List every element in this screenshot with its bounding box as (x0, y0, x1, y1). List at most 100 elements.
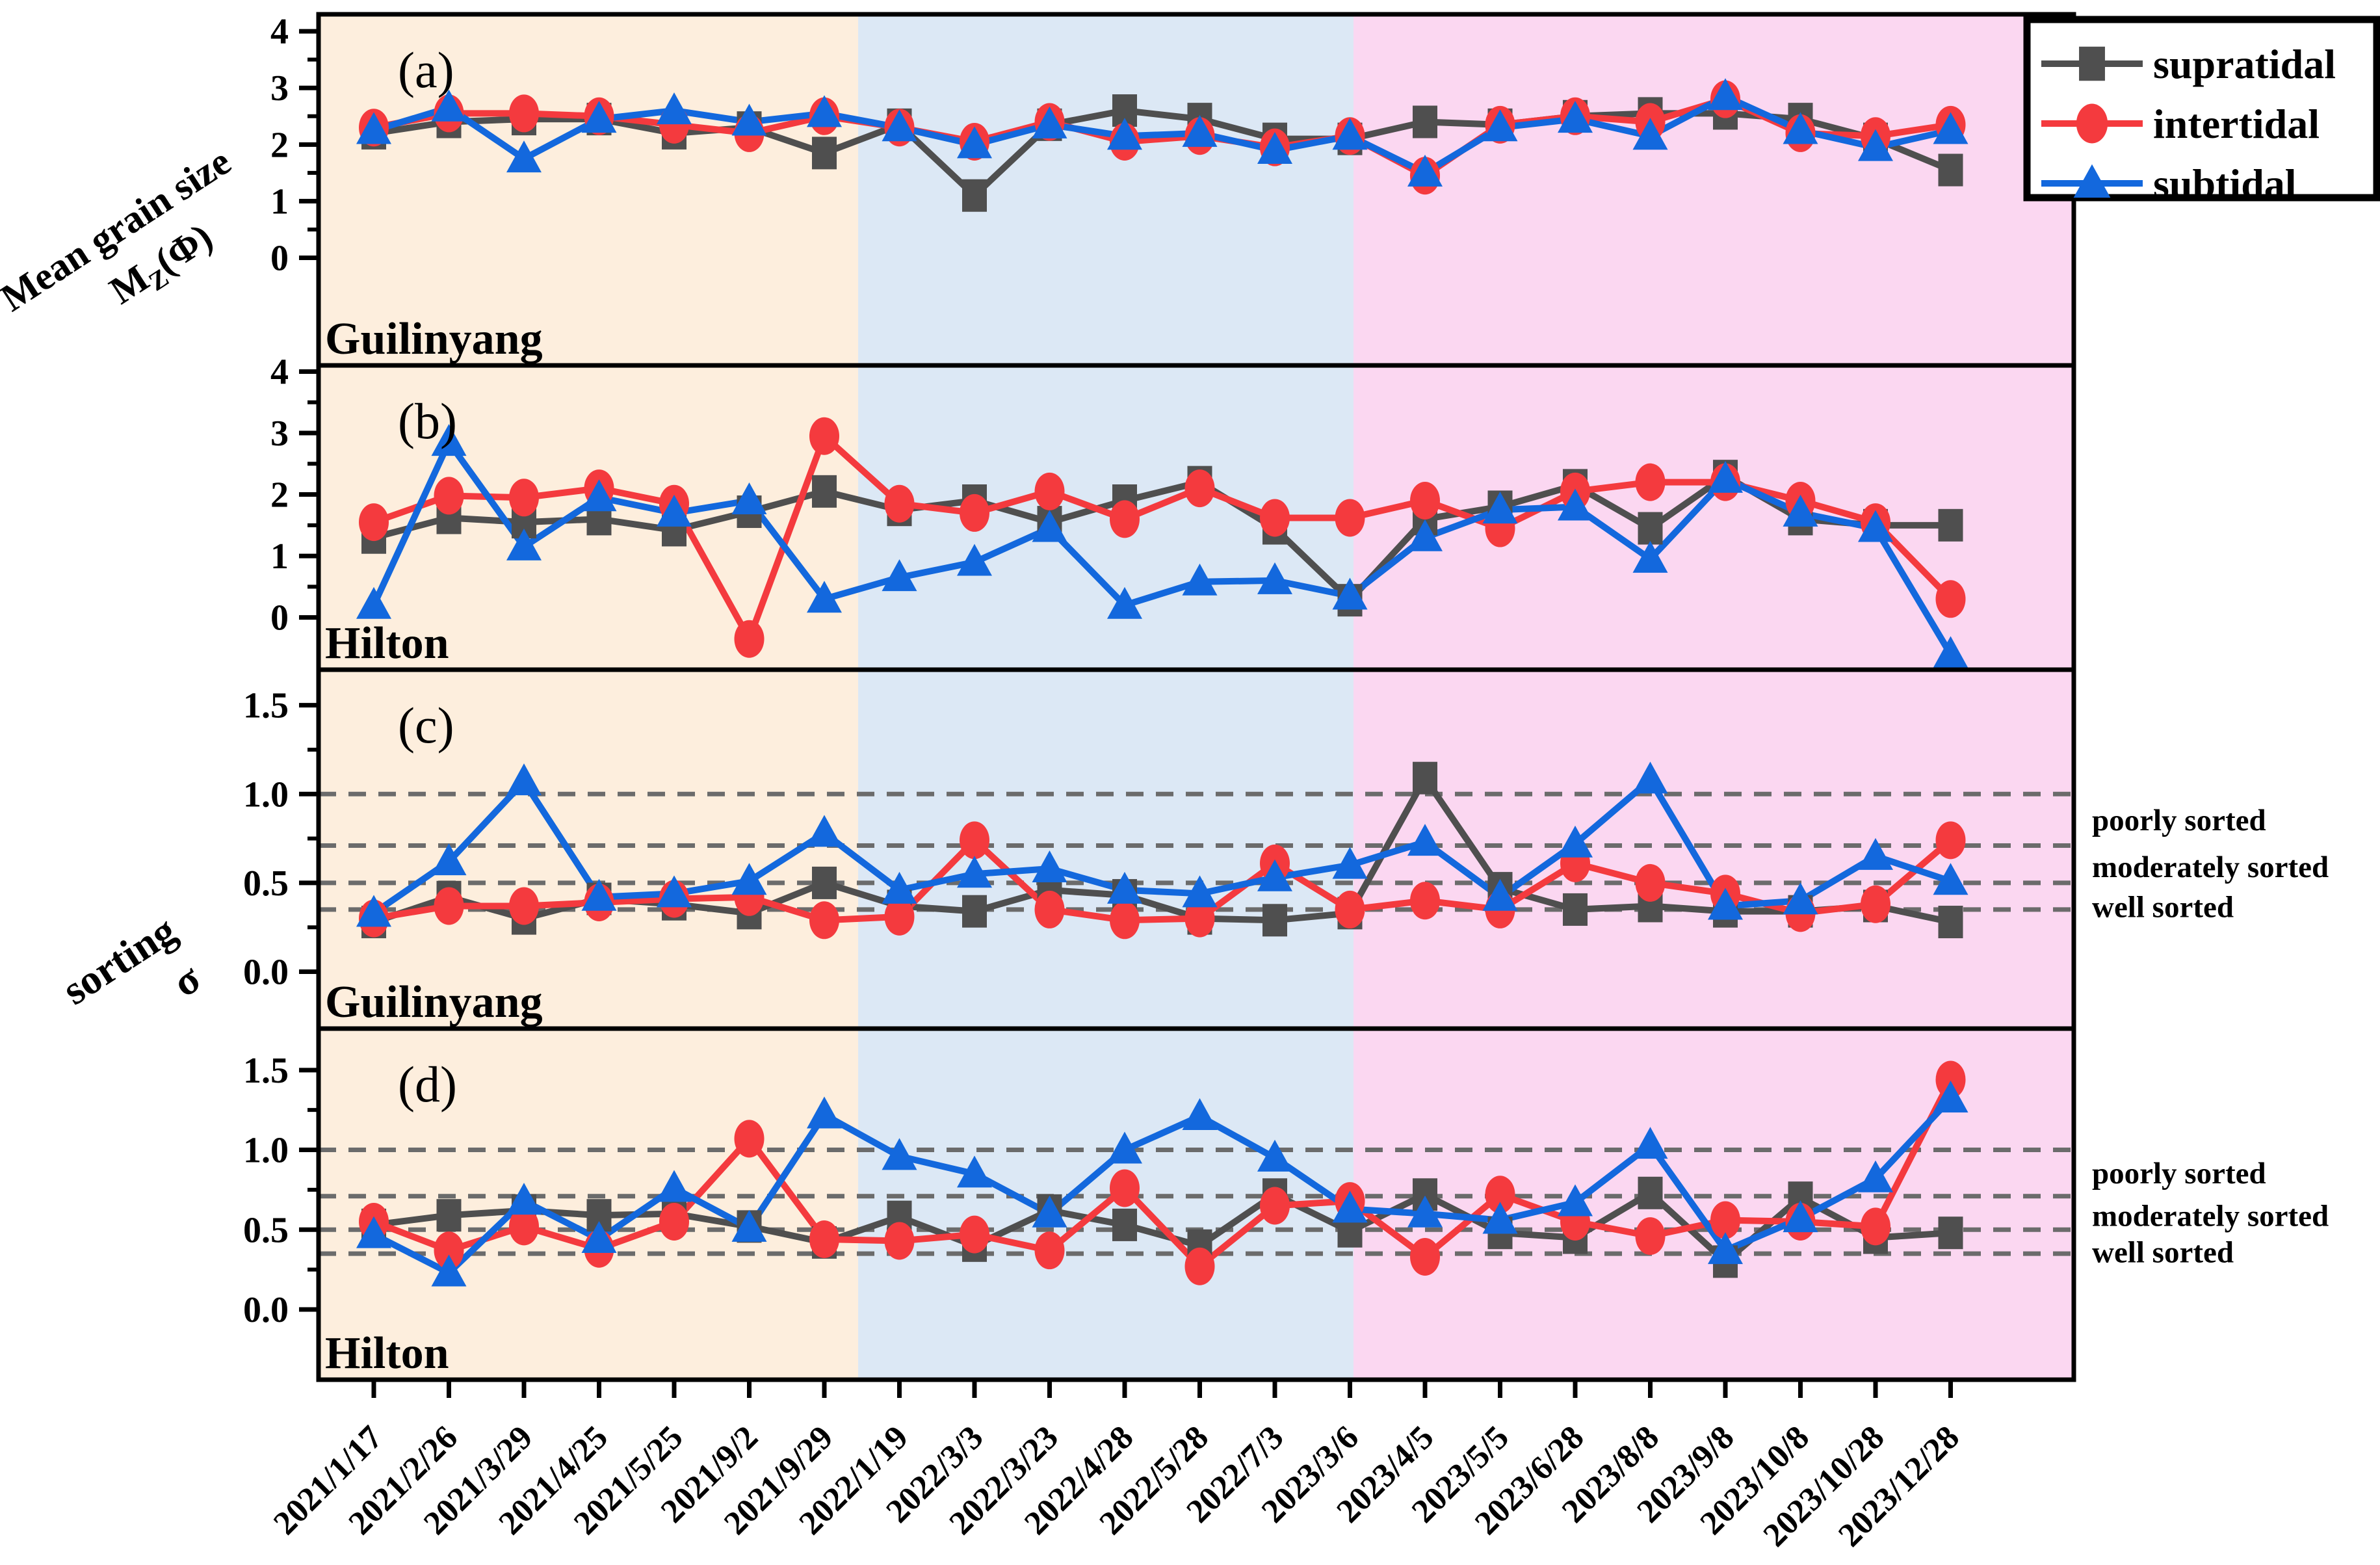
triangle-icon (1933, 1081, 1968, 1112)
circle-icon (1485, 1176, 1515, 1214)
circle-icon (960, 1215, 989, 1254)
triangle-icon (1708, 460, 1743, 493)
triangle-icon (1632, 540, 1668, 573)
zone-2023 (1353, 1029, 2074, 1380)
triangle-icon (807, 815, 842, 847)
triangle-icon (1783, 1200, 1818, 1233)
circle-icon (1184, 899, 1215, 938)
site-label: Hilton (325, 618, 449, 668)
circle-icon (1635, 1217, 1666, 1256)
panel-c: 0.0 0.5 1.0 1.5 (c) Guilinyang poorly sorted mo… (243, 667, 2329, 1031)
triangle-icon (506, 140, 542, 173)
series-markers-subtidal (356, 761, 1968, 927)
circle-icon (509, 479, 539, 517)
triangle-icon (882, 871, 917, 904)
triangle-icon (1182, 563, 1218, 596)
series-line-subtidal (372, 1096, 1954, 1276)
circle-icon (809, 417, 839, 455)
legend-item-intertidal: intertidal (2041, 101, 2320, 147)
triangle-icon (1783, 882, 1818, 915)
series-markers-subtidal (356, 1081, 1968, 1287)
circle-icon (509, 94, 539, 133)
circle-icon (1410, 882, 1440, 920)
square-icon (1413, 761, 1437, 795)
y-tick-label: 0.5 (243, 863, 289, 904)
triangle-icon (1107, 1131, 1142, 1164)
triangle-icon (657, 494, 692, 527)
circle-icon (1184, 1247, 1215, 1285)
y-tick-label: 1.0 (243, 1131, 289, 1171)
panel-letter: (c) (398, 697, 454, 754)
legend-item-subtidal: subtidal (2041, 161, 2297, 207)
triangle-icon (1933, 636, 1968, 668)
circle-icon (1260, 499, 1290, 537)
square-icon (962, 179, 987, 212)
square-icon (1938, 508, 1963, 542)
sorting-class-label: moderately sorted (2092, 850, 2329, 884)
triangle-icon (431, 1254, 467, 1287)
triangle-icon (1407, 824, 1443, 856)
circle-icon (509, 1207, 539, 1246)
series-markers-subtidal (356, 78, 1968, 187)
triangle-icon (1708, 1232, 1743, 1265)
triangle-icon (731, 863, 767, 895)
triangle-icon (807, 581, 842, 613)
triangle-icon (957, 126, 992, 159)
x-axis: 2021/1/172021/2/262021/3/292021/4/252021… (267, 1380, 1967, 1554)
y-tick-label: 3 (270, 68, 289, 109)
square-icon (1262, 904, 1287, 937)
triangle-icon (1858, 1160, 1893, 1192)
square-icon (1638, 1176, 1663, 1209)
y-tick-label: 0.0 (243, 953, 289, 993)
panel-d: 0.0 0.5 1.0 1.5 (d) Hilton poorly sorted modera… (243, 1026, 2329, 1382)
circle-icon (1110, 901, 1140, 940)
triangle-icon (1708, 78, 1743, 111)
circle-icon (1034, 890, 1065, 928)
triangle-icon (1482, 1202, 1518, 1234)
triangle-icon (1482, 109, 1518, 142)
square-icon (1938, 153, 1963, 187)
triangle-icon (1558, 1184, 1593, 1216)
y-tick-label: 4 (270, 12, 289, 52)
triangle-icon (657, 1170, 692, 1202)
panel-border (316, 1026, 2076, 1382)
circle-icon (884, 897, 915, 936)
circle-icon (1861, 885, 1890, 923)
triangle-icon (1107, 871, 1142, 904)
triangle-icon (581, 1221, 617, 1253)
circle-icon (960, 493, 989, 532)
sorting-class-label: poorly sorted (2092, 804, 2266, 837)
square-icon (1413, 105, 1437, 138)
sorting-class-label: poorly sorted (2092, 1157, 2266, 1190)
triangle-icon (731, 1209, 767, 1242)
zone-2022 (858, 14, 1353, 365)
legend-label: intertidal (2153, 101, 2320, 147)
circle-icon (1260, 1187, 1290, 1225)
triangle-icon (731, 482, 767, 514)
square-icon (812, 137, 837, 170)
circle-icon (1335, 499, 1365, 537)
triangle-icon (581, 878, 617, 911)
triangle-icon (1783, 112, 1818, 144)
zone-2023 (1353, 14, 2074, 365)
triangle-icon (957, 1155, 992, 1188)
series-line-subtidal (371, 439, 1954, 656)
circle-icon (734, 1120, 765, 1158)
circle-icon (434, 887, 464, 925)
triangle-icon (1632, 1127, 1668, 1159)
svg-text:σ: σ (164, 954, 209, 1006)
series-line-intertidal (373, 1078, 1954, 1270)
y-tick-label: 4 (270, 352, 289, 392)
triangle-icon (356, 586, 391, 619)
circle-icon (1935, 821, 1966, 860)
triangle-icon (1407, 154, 1443, 187)
triangle-icon (1257, 562, 1292, 594)
triangle-icon (1032, 1195, 1067, 1228)
circle-icon (434, 1231, 464, 1270)
svg-text:sorting: sorting (54, 907, 184, 1014)
square-icon (1112, 1208, 1137, 1241)
triangle-icon (431, 843, 467, 876)
triangle-icon (1558, 825, 1593, 858)
